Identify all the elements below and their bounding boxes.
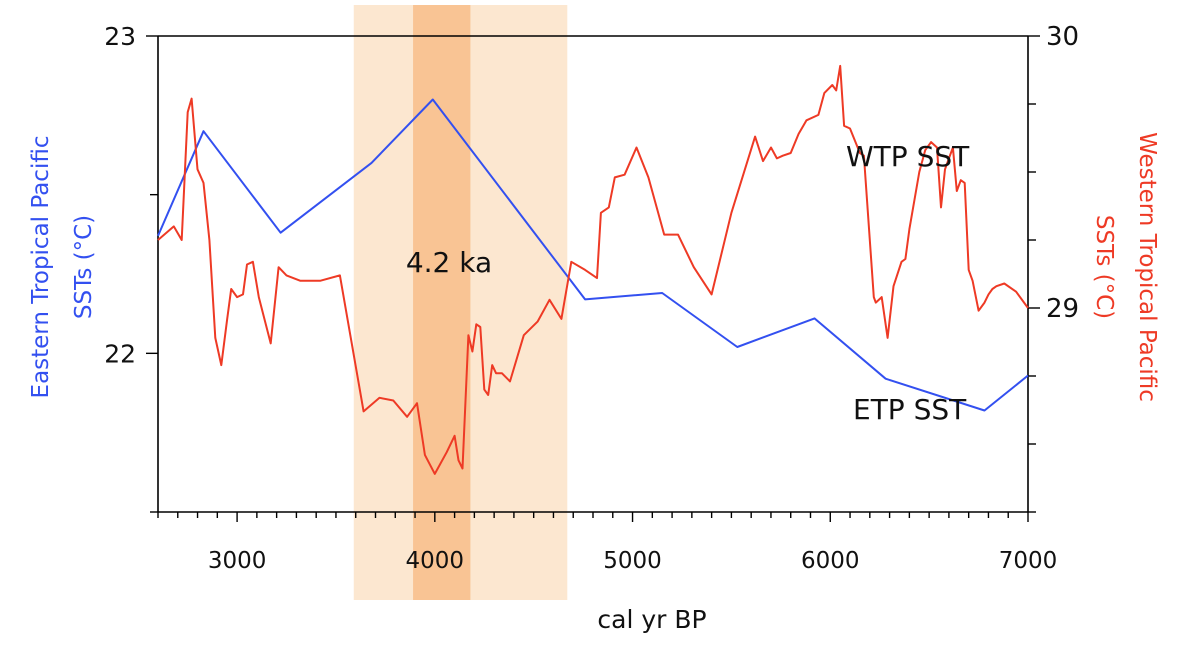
right-axis-title-line2: SSTs (°C)	[1091, 215, 1117, 319]
left-axis-title-line1: Eastern Tropical Pacific	[28, 136, 54, 399]
x-tick-label: 6000	[801, 548, 860, 574]
band-label-4-2-ka: 4.2 ka	[406, 246, 492, 279]
x-tick-label: 5000	[603, 548, 662, 574]
x-tick-label: 7000	[999, 548, 1058, 574]
series-lines	[157, 64, 1029, 475]
left-tick-label: 23	[104, 22, 136, 51]
left-axis-title-line2: SSTs (°C)	[71, 215, 97, 319]
etp-series-label: ETP SST	[853, 393, 967, 426]
axes: 3000 4000 5000 6000 7000 22 23 29 30	[104, 22, 1079, 574]
x-tick-label: 3000	[208, 548, 267, 574]
etp-sst-line	[157, 98, 1029, 412]
right-tick-label: 30	[1046, 22, 1079, 52]
right-tick-label: 29	[1046, 294, 1079, 324]
x-axis-title: cal yr BP	[597, 605, 706, 634]
wtp-sst-line	[157, 64, 1029, 475]
wtp-series-label: WTP SST	[846, 140, 970, 173]
left-tick-label: 22	[104, 339, 136, 368]
right-axis-title-line1: Western Tropical Pacific	[1134, 132, 1160, 402]
shaded-bands	[353, 5, 568, 600]
x-tick-label: 4000	[406, 548, 465, 574]
shaded-band-2	[413, 5, 471, 600]
